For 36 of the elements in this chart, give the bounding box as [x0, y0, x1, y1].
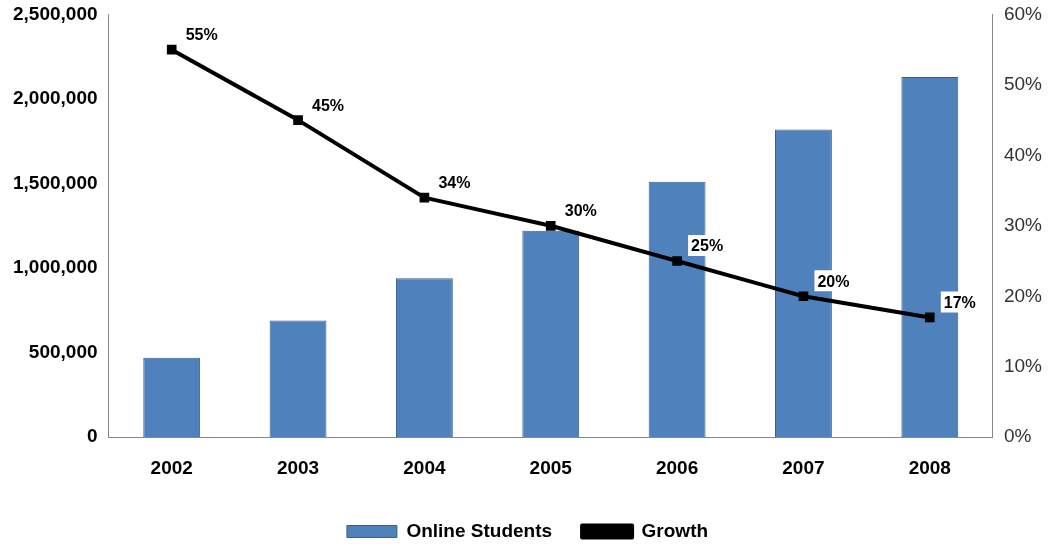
point — [166, 44, 177, 55]
y2-tick-label: 20% — [1003, 284, 1043, 306]
legend-label: Growth — [641, 519, 709, 541]
point — [545, 220, 556, 231]
y-tick-label: 0 — [86, 425, 98, 447]
y2-tick-label: 60% — [1003, 2, 1043, 24]
x-tick-label: 2004 — [403, 456, 446, 478]
x-tick-label: 2002 — [150, 456, 193, 478]
y2-tick-label: 0% — [1003, 425, 1032, 447]
data-label: 25% — [691, 237, 724, 255]
x-tick-label: 2008 — [908, 456, 951, 478]
x-tick-label: 2006 — [655, 456, 699, 478]
data-label: 55% — [185, 26, 218, 44]
point — [672, 256, 682, 266]
y-tick-label: 1,000,000 — [12, 256, 98, 278]
y2-tick-label: 30% — [1003, 214, 1043, 236]
data-label: 34% — [438, 174, 471, 192]
x-tick-label: 2003 — [276, 456, 320, 478]
point — [798, 291, 809, 302]
y2-tick-label: 50% — [1003, 73, 1043, 95]
y2-tick-label: 40% — [1003, 143, 1043, 165]
point — [419, 192, 430, 203]
data-label: 45% — [312, 96, 345, 114]
data-label: 17% — [943, 293, 976, 311]
y-tick-label: 2,000,000 — [12, 87, 98, 109]
legend-label: Online Students — [406, 519, 553, 541]
y-tick-label: 500,000 — [28, 340, 98, 362]
data-label: 20% — [817, 272, 850, 290]
point — [924, 312, 935, 323]
point — [293, 115, 303, 125]
x-tick-label: 2007 — [782, 456, 825, 478]
y-tick-label: 2,500,000 — [12, 2, 98, 24]
data-label: 30% — [564, 202, 597, 220]
y-tick-label: 1,500,000 — [12, 171, 98, 193]
x-tick-label: 2005 — [529, 456, 573, 478]
y2-tick-label: 10% — [1003, 354, 1043, 376]
